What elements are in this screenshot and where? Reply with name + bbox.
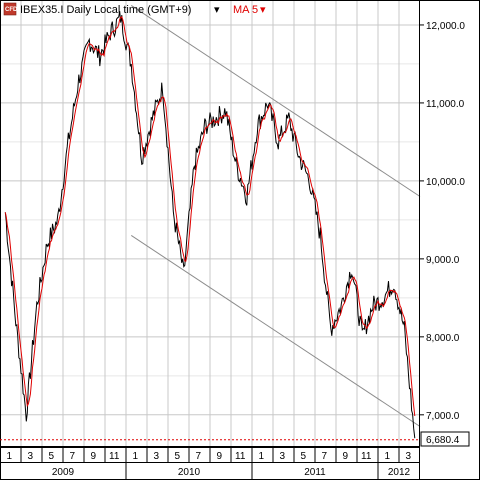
cfd-logo-icon: CFD (3, 2, 18, 16)
y-tick-label: 10,000.0 (426, 177, 465, 188)
x-month-label: 11 (109, 451, 120, 462)
y-tick-label: 12,000.0 (426, 21, 465, 32)
x-month-label: 9 (216, 451, 222, 462)
plot-area-border (0, 0, 420, 447)
y-tick-label: 7,000.0 (426, 411, 460, 422)
x-month-label: 3 (153, 451, 159, 462)
x-month-label: 9 (90, 451, 96, 462)
last-price-label: 6,680.4 (426, 435, 460, 446)
chart-header[interactable]: CFD IBEX35.I Daily Local time (GMT+9) ▾ … (3, 2, 266, 16)
x-month-label: 1 (6, 451, 12, 462)
x-year-label: 2011 (304, 467, 326, 478)
indicator-dropdown-arrow-icon[interactable]: ▾ (260, 4, 266, 16)
x-month-label: 1 (384, 451, 390, 462)
trend-line-upper (130, 5, 421, 197)
logo-text: CFD (5, 7, 18, 13)
last-price-box (420, 431, 470, 447)
x-month-label: 1 (258, 451, 264, 462)
series-layer (4, 11, 416, 439)
instrument-label[interactable]: IBEX35.I Daily Local time (GMT+9) (20, 4, 191, 16)
y-tick-label: 8,000.0 (426, 333, 460, 344)
x-month-label: 7 (195, 451, 201, 462)
grid (0, 0, 420, 446)
price-series-line (4, 11, 416, 439)
x-month-label: 5 (174, 451, 180, 462)
ma-series-line (4, 15, 416, 417)
y-tick-label: 11,000.0 (426, 99, 465, 110)
x-month-label: 11 (235, 451, 246, 462)
x-month-label: 1 (132, 451, 138, 462)
x-month-label: 7 (69, 451, 75, 462)
x-month-label: 3 (279, 451, 285, 462)
trend-channel (130, 5, 421, 427)
x-year-label: 2012 (388, 467, 411, 478)
x-year-label: 2009 (52, 467, 75, 478)
last-price-marker: 6,680.4 (420, 431, 470, 447)
y-tick-label: 9,000.0 (426, 255, 460, 266)
x-month-label: 5 (300, 451, 306, 462)
x-month-label: 5 (48, 451, 54, 462)
x-year-label: 2010 (178, 467, 201, 478)
dropdown-arrow-icon[interactable]: ▾ (214, 4, 220, 16)
x-month-label: 3 (27, 451, 33, 462)
trend-line-lower (130, 235, 421, 427)
x-month-label: 7 (321, 451, 327, 462)
y-axis: 12,000.0 11,000.0 10,000.0 9,000.0 8,000.0 7,… (420, 21, 465, 422)
x-month-label: 11 (361, 451, 372, 462)
indicator-label[interactable]: MA 5 (233, 4, 258, 16)
x-month-label: 3 (405, 451, 411, 462)
x-month-label: 9 (342, 451, 348, 462)
